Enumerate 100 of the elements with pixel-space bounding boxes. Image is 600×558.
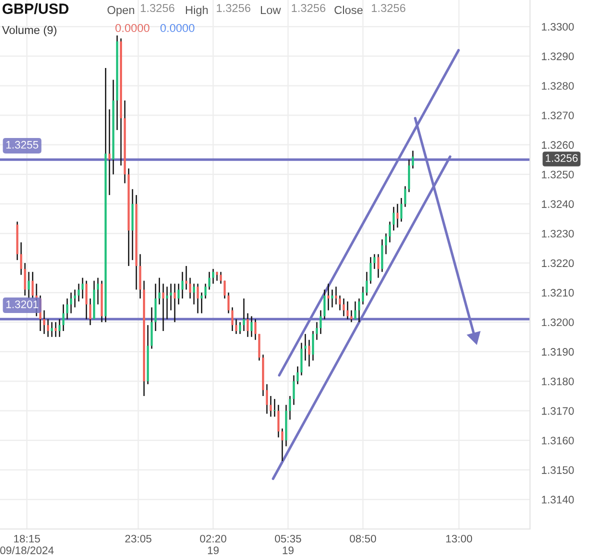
candlestick: [208, 271, 210, 290]
candlestick: [196, 283, 199, 314]
candlestick: [139, 254, 142, 300]
candlestick: [178, 283, 180, 306]
candlestick: [54, 322, 57, 338]
candlestick: [150, 306, 153, 350]
candlestick: [277, 404, 280, 438]
candlestick: [350, 310, 352, 323]
candlestick: [308, 339, 310, 368]
ref-line-label: 1.3201: [6, 300, 38, 308]
annotation: Volume (9): [2, 26, 56, 36]
candlestick: [323, 288, 326, 320]
candlestick: [274, 398, 276, 418]
annotation: 0.0000: [160, 24, 194, 32]
annotation: 0.0000: [115, 24, 150, 32]
annotation: 1.3256: [216, 4, 250, 12]
candlestick: [24, 262, 26, 296]
y-tick-label: 1.3180: [542, 378, 574, 386]
candlestick: [158, 277, 160, 306]
candlestick: [320, 310, 322, 335]
candlestick: [281, 428, 284, 462]
x-tick-label: 02:20 19: [200, 534, 226, 554]
candlestick: [50, 322, 53, 338]
y-tick-label: 1.3170: [542, 407, 574, 415]
candlestick: [254, 318, 256, 340]
candlestick: [258, 333, 260, 362]
candlestick: [246, 312, 249, 338]
candlestick: [266, 384, 268, 414]
candlestick: [204, 283, 207, 300]
annotation: High: [186, 6, 208, 16]
candlestick: [250, 316, 253, 338]
candlestick: [166, 286, 168, 320]
y-tick-label: 1.3160: [542, 436, 574, 444]
chart-title: GBP/USD: [2, 3, 68, 14]
ref-line-label: 1.3255: [6, 140, 38, 149]
candlestick: [231, 306, 234, 332]
candlestick: [189, 277, 192, 300]
candlestick: [46, 318, 50, 338]
annotation: 1.3256: [292, 4, 326, 12]
y-tick-label: 1.3300: [542, 22, 574, 31]
candlestick: [192, 283, 196, 306]
y-tick-label: 1.3230: [542, 230, 574, 238]
candlestick: [212, 268, 214, 284]
candlestick: [366, 271, 368, 296]
x-tick-label: 05:35 19: [274, 534, 302, 554]
candlestick: [404, 186, 406, 208]
y-tick-label: 1.3210: [542, 288, 574, 297]
candlestick: [292, 374, 295, 406]
y-tick-label: 1.3190: [542, 348, 574, 356]
candlestick: [408, 158, 410, 193]
candlestick: [358, 298, 360, 323]
y-tick-label: 1.3290: [542, 52, 574, 60]
candlestick: [28, 271, 30, 300]
candlestick: [170, 283, 172, 311]
candlestick: [181, 271, 184, 300]
candlestick: [362, 286, 364, 306]
candlestick: [162, 283, 164, 332]
candlestick: [270, 395, 272, 418]
candlestick: [66, 298, 68, 320]
annotation: Low: [260, 6, 281, 14]
candlestick: [78, 283, 80, 302]
x-tick-label: 13:00: [446, 534, 472, 543]
y-tick-label: 1.3270: [542, 112, 574, 120]
candlestick: [384, 232, 388, 255]
candlestick: [342, 298, 345, 317]
y-tick-label: 1.3240: [542, 200, 574, 208]
candlestick: [96, 277, 99, 306]
annotation: 1.3256: [140, 4, 174, 12]
x-tick-label: 23:05: [125, 534, 152, 543]
candlestick: [327, 283, 330, 311]
y-tick-label: 1.3260: [542, 141, 574, 149]
text: 1.3256: [546, 154, 578, 162]
y-tick-label: 1.3140: [542, 496, 574, 504]
candlestick: [316, 322, 318, 340]
candlestick: [288, 395, 292, 420]
candlestick: [174, 283, 176, 323]
candlestick: [220, 271, 222, 284]
candlestick: [242, 298, 245, 332]
candlestick: [43, 310, 46, 335]
candlestick: [62, 304, 64, 332]
candlestick: [154, 283, 157, 332]
candlestick: [238, 322, 242, 335]
x-tick-label: 08:50: [350, 534, 376, 543]
y-tick-label: 1.3220: [542, 259, 574, 268]
candlestick: [381, 238, 384, 273]
y-tick-label: 1.3200: [542, 318, 574, 326]
candlestick: [412, 150, 414, 170]
candlestick: [373, 254, 376, 270]
candlestick: [82, 277, 84, 300]
y-tick-label: 1.3150: [542, 466, 574, 474]
candlestick: [224, 280, 226, 300]
candlestick: [58, 318, 61, 338]
candlestick: [354, 300, 356, 320]
candlestick: [331, 288, 334, 308]
candlestick: [108, 108, 111, 196]
candlestick: [400, 197, 402, 222]
y-tick-label: 1.3280: [542, 82, 574, 90]
y-tick-label: 1.3250: [542, 170, 574, 178]
candlestick: [338, 294, 341, 311]
candlestick: [312, 330, 314, 362]
